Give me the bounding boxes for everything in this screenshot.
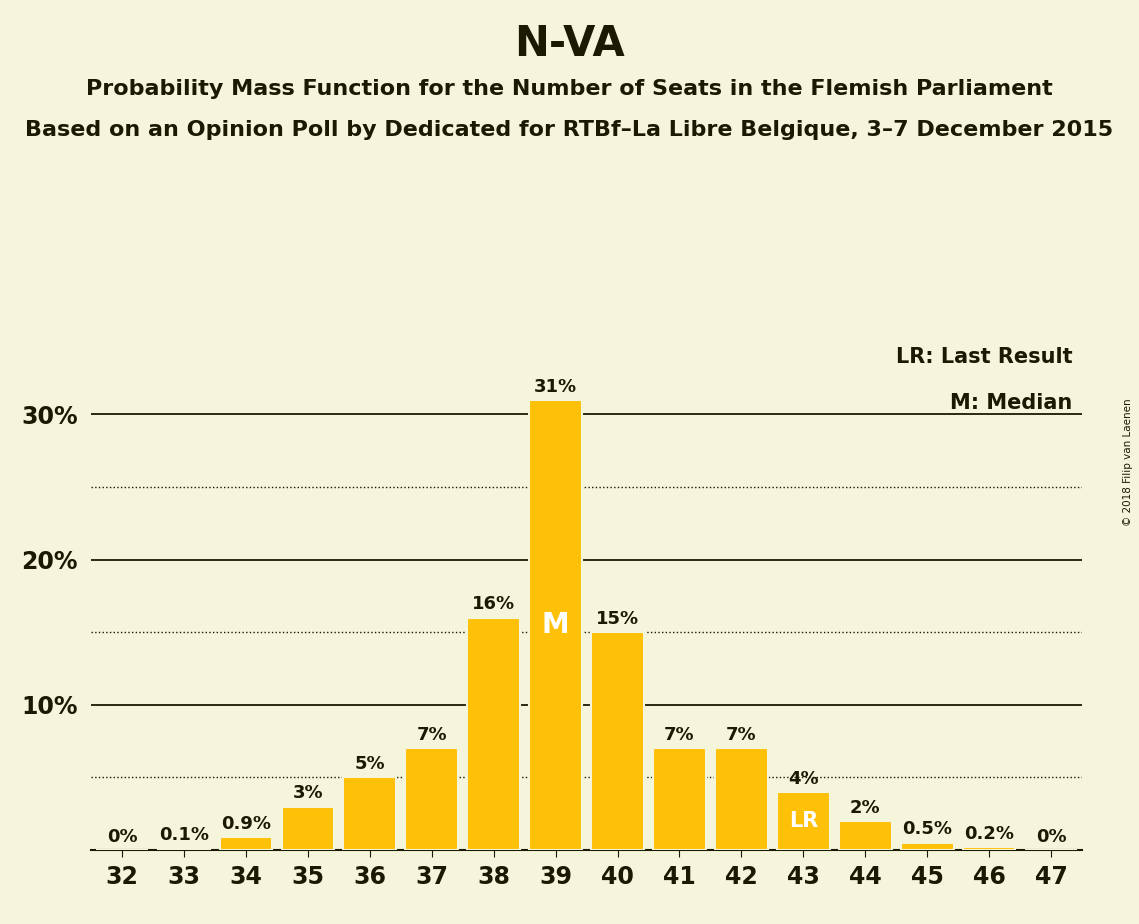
- Bar: [405, 748, 458, 850]
- Text: LR: LR: [788, 811, 818, 831]
- Bar: [467, 618, 521, 850]
- Bar: [653, 748, 706, 850]
- Text: 31%: 31%: [534, 378, 577, 395]
- Bar: [715, 748, 768, 850]
- Text: 0%: 0%: [1035, 828, 1066, 845]
- Bar: [901, 843, 953, 850]
- Text: 3%: 3%: [293, 784, 323, 802]
- Text: 16%: 16%: [473, 595, 515, 614]
- Text: N-VA: N-VA: [514, 23, 625, 65]
- Text: 5%: 5%: [354, 755, 385, 773]
- Text: Based on an Opinion Poll by Dedicated for RTBf–La Libre Belgique, 3–7 December 2: Based on an Opinion Poll by Dedicated fo…: [25, 120, 1114, 140]
- Bar: [777, 792, 829, 850]
- Text: 7%: 7%: [664, 726, 695, 744]
- Text: M: Median: M: Median: [950, 393, 1072, 413]
- Text: © 2018 Filip van Laenen: © 2018 Filip van Laenen: [1123, 398, 1133, 526]
- Bar: [591, 632, 644, 850]
- Text: M: M: [542, 611, 570, 639]
- Bar: [839, 821, 892, 850]
- Bar: [962, 847, 1016, 850]
- Text: 2%: 2%: [850, 798, 880, 817]
- Text: LR: Last Result: LR: Last Result: [895, 346, 1072, 367]
- Bar: [157, 848, 211, 850]
- Bar: [344, 777, 396, 850]
- Text: 0.2%: 0.2%: [964, 825, 1014, 843]
- Text: 7%: 7%: [417, 726, 448, 744]
- Text: 0.5%: 0.5%: [902, 821, 952, 838]
- Text: 15%: 15%: [596, 610, 639, 628]
- Text: 4%: 4%: [788, 770, 819, 787]
- Bar: [220, 837, 272, 850]
- Bar: [281, 807, 334, 850]
- Text: 0.9%: 0.9%: [221, 815, 271, 833]
- Bar: [530, 400, 582, 850]
- Text: 7%: 7%: [726, 726, 756, 744]
- Text: Probability Mass Function for the Number of Seats in the Flemish Parliament: Probability Mass Function for the Number…: [87, 79, 1052, 99]
- Text: 0%: 0%: [107, 828, 138, 845]
- Text: 0.1%: 0.1%: [159, 826, 210, 845]
